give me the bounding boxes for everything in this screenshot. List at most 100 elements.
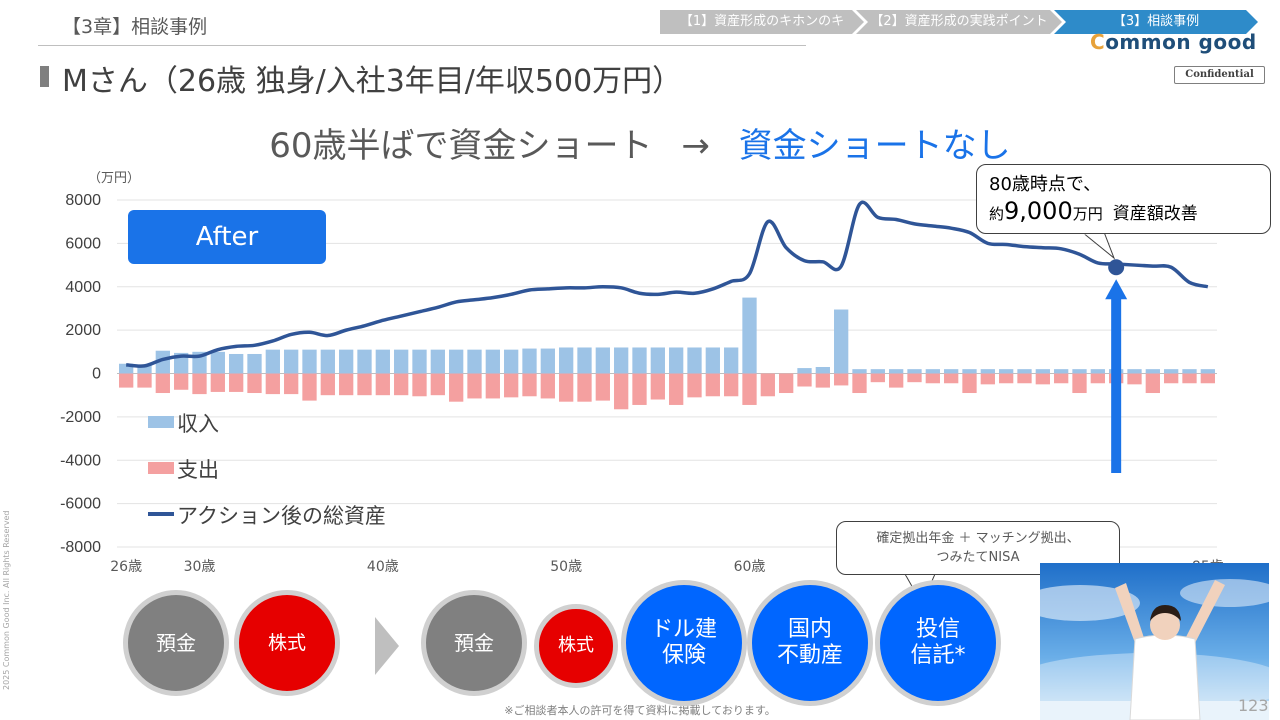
page-title: Mさん（26歳 独身/入社3年目/年収500万円） (62, 64, 683, 99)
expense-bar (705, 373, 720, 397)
expense-bar (119, 373, 134, 388)
expense-bar (137, 373, 152, 388)
asset-label: 投信 信託* (910, 616, 966, 668)
income-bar (1164, 369, 1179, 374)
expense-bar (210, 373, 225, 392)
callout-suffix: 資産額改善 (1112, 204, 1198, 224)
expense-bar (669, 373, 684, 405)
legend-expense: 支出 (148, 458, 219, 482)
x-tick-label: 50歳 (550, 559, 582, 575)
expense-bar (467, 373, 482, 399)
income-bar (247, 353, 262, 374)
highlight-point (1108, 259, 1125, 276)
income-bar (1054, 369, 1069, 374)
expense-bar (999, 373, 1014, 384)
income-bar (467, 349, 482, 374)
income-bar (742, 297, 757, 374)
subtitle-before: 60歳半ばで資金ショート (269, 126, 653, 166)
callout-amount: 9,000 (1004, 197, 1073, 225)
income-bar (1090, 369, 1105, 374)
legend-label: アクション後の総資産 (177, 504, 386, 528)
expense-bar (302, 373, 317, 401)
expense-bar (394, 373, 409, 396)
income-bar (394, 349, 409, 374)
expense-bar (779, 373, 794, 394)
footnote: ※ご相談者本人の許可を得て資料に掲載しております。 (504, 704, 776, 717)
after-badge: After (128, 210, 326, 264)
expense-bar (760, 373, 775, 397)
expense-bar (944, 373, 959, 384)
income-bar (687, 347, 702, 374)
expense-bar (339, 373, 354, 396)
asset-label: ドル建 保険 (650, 616, 717, 668)
income-bar (944, 369, 959, 374)
expense-bar (320, 373, 335, 396)
y-tick-label: 4000 (65, 279, 101, 296)
x-tick-label: 40歳 (367, 559, 399, 575)
income-bar (614, 347, 629, 374)
expense-bar (357, 373, 372, 396)
income-bar (284, 349, 299, 374)
income-bar (119, 363, 134, 374)
income-bar (1127, 369, 1142, 374)
page-number: 123 (1238, 696, 1269, 715)
y-tick-label: 0 (92, 366, 101, 383)
income-bar (339, 349, 354, 374)
expense-bar (540, 373, 555, 399)
chart-asset-line (126, 200, 1209, 368)
expense-bar (559, 373, 574, 402)
income-bar (632, 347, 647, 374)
chapter-divider (38, 45, 806, 46)
expense-bar (742, 373, 757, 405)
asset-circle: 株式 (534, 604, 618, 688)
breadcrumb-step-2[interactable]: 【2】資産形成の実践ポイント (856, 10, 1062, 34)
expense-bar (522, 373, 537, 397)
expense-bar (1164, 373, 1179, 384)
chart-axes: 8000 6000 4000 2000 0 -2000 -4000 -6000 -8000 （万円… (60, 171, 1224, 575)
subtitle-after: 資金ショートなし (738, 126, 1011, 166)
expense-bar (174, 373, 189, 390)
breadcrumb-step-3[interactable]: 【3】相談事例 (1054, 10, 1258, 34)
income-bar (1017, 369, 1032, 374)
expense-bar (412, 373, 427, 397)
callout-products-line-1: 確定拠出年金 ＋ マッチング拠出、 (876, 531, 1080, 546)
arrow-head (1105, 279, 1128, 300)
expense-bar (834, 373, 849, 386)
expense-bar (284, 373, 299, 395)
income-bar (504, 349, 519, 374)
up-arrow-icon (1105, 279, 1128, 473)
asset-label: 預金 (156, 631, 196, 655)
expense-bar (724, 373, 739, 397)
income-bar (724, 347, 739, 374)
income-bar (797, 368, 812, 374)
expense-bar (1072, 373, 1087, 394)
income-bar (595, 347, 610, 374)
income-bar (375, 349, 390, 374)
asset-label: 国内 不動産 (776, 616, 843, 668)
income-bar (1145, 369, 1160, 374)
callout-products-line-2: つみたてNISA (936, 550, 1020, 565)
income-bar (577, 347, 592, 374)
income-bar (265, 349, 280, 374)
callout-unit: 万円 (1072, 205, 1103, 223)
y-tick-label: 8000 (65, 192, 101, 209)
income-bar (669, 347, 684, 374)
y-tick-label: -4000 (60, 452, 101, 469)
legend-label: 収入 (177, 412, 219, 436)
expense-bar (1145, 373, 1160, 394)
expense-bar (632, 373, 647, 405)
expense-bar (907, 373, 922, 383)
asset-circle: ドル建 保険 (621, 580, 747, 706)
expense-bar (889, 373, 904, 388)
y-tick-label: -6000 (60, 496, 101, 513)
person-photo (1040, 563, 1269, 720)
legend-swatch (148, 462, 174, 474)
income-bar (449, 349, 464, 374)
x-tick-label: 60歳 (734, 559, 766, 575)
expense-bar (870, 373, 885, 383)
expense-bar (1054, 373, 1069, 384)
breadcrumb-step-1[interactable]: 【1】資産形成のキホンのキ (660, 10, 864, 34)
expense-bar (430, 373, 445, 396)
expense-bar (155, 373, 170, 394)
